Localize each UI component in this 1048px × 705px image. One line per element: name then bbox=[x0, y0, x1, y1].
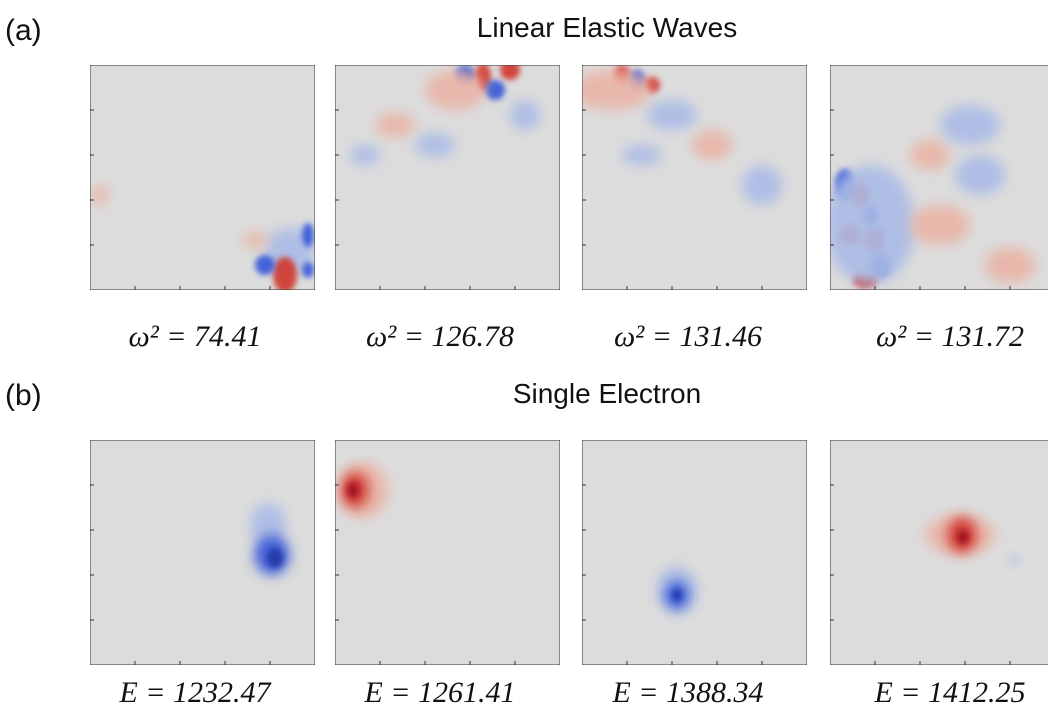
field-blob bbox=[350, 145, 380, 165]
caption: ω² = 131.46 bbox=[614, 320, 762, 353]
field-plot bbox=[335, 440, 560, 665]
field-blob bbox=[582, 70, 652, 110]
caption: E = 1412.25 bbox=[873, 676, 1025, 705]
field-blob bbox=[510, 100, 540, 130]
caption: ω² = 126.78 bbox=[366, 320, 514, 353]
panel-label: (b) bbox=[5, 379, 42, 412]
caption: ω² = 131.72 bbox=[876, 320, 1024, 353]
field-blob bbox=[92, 185, 108, 205]
field-blob bbox=[273, 257, 297, 290]
plot-bg bbox=[582, 440, 807, 665]
field-blob bbox=[957, 530, 969, 544]
field-blob bbox=[1010, 555, 1020, 565]
field-blob bbox=[830, 165, 915, 285]
field-blob bbox=[692, 130, 732, 160]
field-blob bbox=[243, 232, 267, 248]
field-blob bbox=[415, 133, 455, 157]
field-blob bbox=[672, 589, 682, 601]
plot-bg bbox=[830, 440, 1048, 665]
field-blob bbox=[500, 65, 520, 80]
field-plot bbox=[582, 440, 807, 665]
field-blob bbox=[940, 105, 1000, 145]
field-blob bbox=[267, 548, 283, 568]
field-blob bbox=[910, 205, 970, 245]
field-blob bbox=[742, 165, 782, 205]
field-plot bbox=[582, 65, 807, 290]
field-blob bbox=[647, 100, 697, 130]
field-blob bbox=[425, 70, 485, 110]
field-blob bbox=[622, 145, 662, 165]
field-blob bbox=[375, 113, 415, 137]
field-plot bbox=[335, 65, 560, 290]
field-plot bbox=[90, 440, 315, 665]
field-plot bbox=[830, 440, 1048, 665]
field-blob bbox=[255, 255, 275, 275]
field-blob bbox=[347, 482, 359, 498]
caption: E = 1388.34 bbox=[611, 676, 763, 705]
field-plot bbox=[90, 65, 315, 290]
field-plot bbox=[830, 65, 1048, 290]
panel-title: Linear Elastic Waves bbox=[477, 12, 737, 43]
caption: ω² = 74.41 bbox=[129, 320, 262, 353]
field-blob bbox=[955, 155, 1005, 195]
panel-label: (a) bbox=[5, 14, 42, 47]
panel-title: Single Electron bbox=[513, 378, 701, 409]
field-blob bbox=[985, 247, 1035, 283]
field-blob bbox=[302, 262, 314, 278]
field-blob bbox=[302, 223, 314, 247]
field-blob bbox=[910, 140, 950, 170]
caption: E = 1232.47 bbox=[118, 676, 272, 705]
field-blob bbox=[485, 80, 505, 100]
caption: E = 1261.41 bbox=[363, 676, 515, 705]
